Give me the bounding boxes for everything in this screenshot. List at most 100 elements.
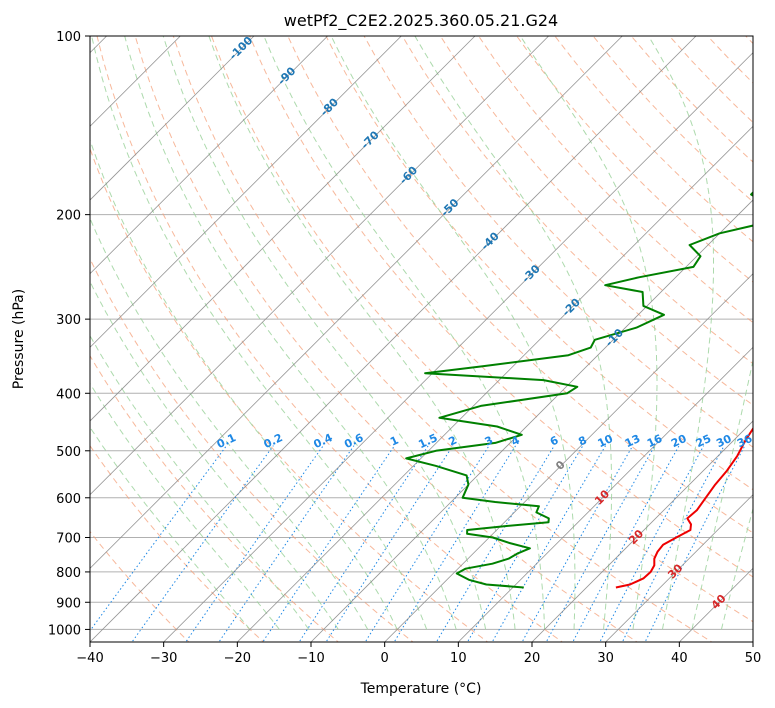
isotherm-label: 10 — [592, 487, 612, 507]
moist-adiabat — [90, 334, 310, 630]
mixing-ratio-line — [262, 445, 396, 642]
mixing-ratio-line — [131, 445, 274, 642]
mixing-ratio-line — [185, 445, 324, 642]
y-axis-ticks: 100 200 300 400 500 600 700 800 900 1000 — [48, 30, 90, 638]
background-grid — [90, 36, 753, 630]
x-tick-label: 40 — [671, 651, 688, 666]
y-tick-label: 200 — [56, 209, 81, 224]
x-axis-ticks: −40 −30 −20 −10 0 10 20 30 40 50 — [76, 642, 761, 666]
x-tick-label: 10 — [450, 651, 467, 666]
mixing-ratio-label: 30 — [714, 432, 734, 450]
mixing-ratio-label: 2 — [447, 434, 459, 449]
mixing-ratio-line — [325, 445, 454, 642]
x-tick-label: −30 — [150, 651, 177, 666]
isotherm-line — [531, 420, 753, 642]
dry-adiabat — [90, 444, 265, 642]
isotherm-label: 0 — [553, 458, 568, 473]
dry-adiabat — [363, 36, 753, 448]
dry-adiabat — [745, 36, 753, 45]
isotherm-line — [237, 125, 753, 642]
mixing-ratio-label: 25 — [694, 432, 713, 450]
moist-adiabat — [263, 36, 546, 630]
x-tick-label: 50 — [745, 651, 762, 666]
moist-adiabat — [90, 217, 369, 630]
moist-adiabat — [90, 426, 251, 630]
moist-adiabat — [162, 36, 487, 630]
reference-lines — [90, 36, 753, 642]
moist-adiabat — [648, 36, 714, 630]
dry-adiabat — [401, 36, 753, 406]
x-tick-label: 30 — [597, 651, 614, 666]
x-tick-label: −10 — [297, 651, 324, 666]
isotherm-label: -30 — [519, 262, 542, 285]
mixing-ratio-label: 20 — [669, 432, 689, 450]
isotherm-line — [458, 346, 753, 642]
isotherm-line — [90, 36, 476, 422]
y-tick-label: 600 — [56, 492, 81, 507]
moist-adiabat — [91, 36, 428, 630]
y-tick-label: 400 — [56, 387, 81, 402]
moist-adiabat — [90, 382, 280, 630]
mixing-ratio-label: 36 — [735, 432, 755, 450]
dry-adiabat — [211, 36, 753, 623]
isotherm-label: -100 — [227, 34, 256, 63]
isotherm-line — [605, 494, 753, 642]
mixing-ratio-line — [644, 445, 746, 642]
isoline-labels: -100-90-80-70-60-50-40-30-20-10010203040… — [215, 34, 755, 612]
y-tick-label: 100 — [56, 30, 81, 45]
mixing-ratio-label: 1.5 — [416, 431, 439, 451]
moist-adiabat — [90, 280, 339, 630]
moist-adiabat — [414, 36, 613, 630]
isotherm-label: -50 — [438, 196, 461, 219]
mixing-ratio-label: 1 — [388, 434, 400, 449]
dry-adiabat — [325, 36, 753, 491]
isotherm-label: -90 — [275, 64, 298, 87]
dry-adiabat — [172, 36, 713, 642]
dry-adiabat — [707, 36, 753, 84]
dry-adiabat — [96, 36, 564, 642]
temperature-line — [615, 426, 753, 589]
mixing-ratio-label: 0.1 — [215, 431, 238, 451]
mixing-ratio-line — [545, 445, 656, 642]
isotherm-line — [90, 36, 402, 348]
moist-adiabat — [124, 36, 457, 630]
dry-adiabat — [134, 36, 638, 642]
x-tick-label: 0 — [381, 651, 389, 666]
y-tick-label: 900 — [56, 596, 81, 611]
mixing-ratio-label: 0.4 — [311, 431, 334, 451]
moist-adiabat — [691, 358, 753, 630]
isotherm-label: -60 — [397, 164, 420, 187]
isotherm-line — [90, 36, 697, 642]
mixing-ratio-line — [364, 445, 490, 642]
isotherm-line — [163, 52, 753, 642]
x-tick-label: −20 — [224, 651, 251, 666]
mixing-ratio-line — [393, 445, 517, 642]
profile-lines — [405, 191, 753, 589]
dry-adiabat — [90, 354, 339, 642]
mixing-ratio-label: 8 — [576, 434, 588, 449]
dry-adiabat — [249, 36, 753, 578]
isotherm-label: 30 — [665, 561, 685, 581]
isotherm-label: 40 — [709, 592, 729, 612]
mixing-ratio-label: 3 — [483, 434, 495, 449]
mixing-ratio-line — [521, 445, 634, 642]
isotherm-line — [90, 36, 549, 496]
y-tick-label: 300 — [56, 313, 81, 328]
x-axis-label: Temperature (°C) — [360, 681, 482, 697]
chart-title: wetPf2_C2E2.2025.360.05.21.G24 — [284, 11, 558, 31]
y-tick-label: 800 — [56, 566, 81, 581]
y-axis-label: Pressure (hPa) — [11, 289, 27, 389]
mixing-ratio-label: 16 — [645, 432, 665, 450]
mixing-ratio-line — [491, 445, 607, 642]
y-tick-label: 500 — [56, 445, 81, 460]
moist-adiabat — [330, 36, 576, 630]
mixing-ratio-label: 10 — [596, 432, 616, 450]
isotherm-line — [752, 641, 753, 642]
mixing-ratio-line — [599, 445, 705, 642]
isotherm-line — [90, 36, 255, 201]
dry-adiabat — [478, 36, 753, 324]
y-tick-label: 700 — [56, 532, 81, 547]
isotherm-label: -40 — [479, 229, 502, 252]
mixing-ratio-line — [621, 445, 725, 642]
